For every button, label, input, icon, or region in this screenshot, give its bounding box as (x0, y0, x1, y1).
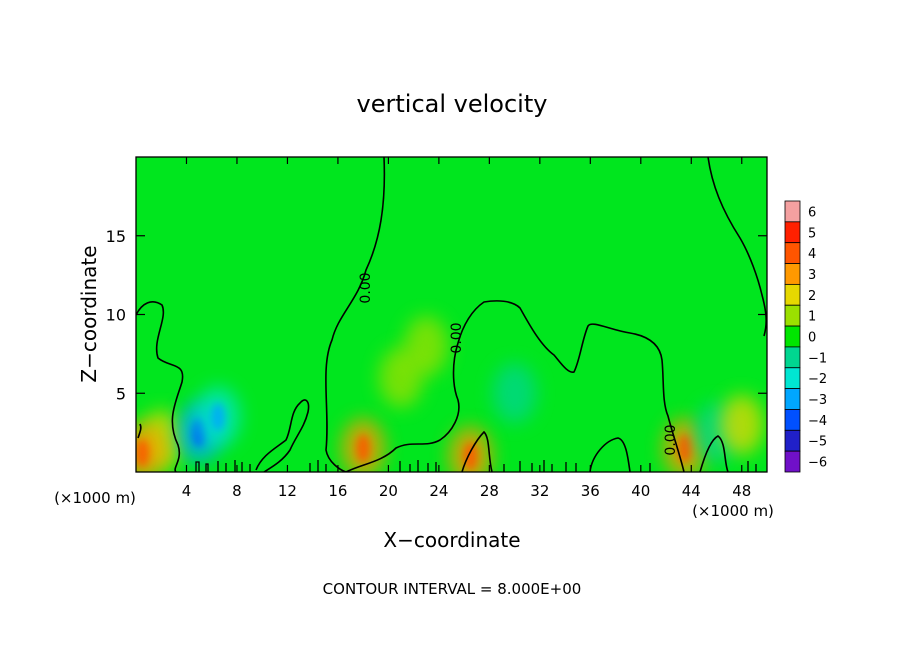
colorbar: 6 5 4 3 2 1 0 −1 −2 −3 −4 −5 −6 (784, 200, 827, 473)
x-tick-label: 24 (429, 482, 448, 500)
colorbar-label: 0 (808, 331, 816, 346)
contour-interval-note: CONTOUR INTERVAL = 8.000E+00 (323, 580, 582, 598)
colorbar-label: 3 (808, 268, 816, 283)
x-tick-label: 4 (182, 482, 192, 500)
colorbar-label: −5 (808, 435, 827, 450)
small-contour-c (589, 437, 631, 472)
colorbar-swatch (784, 283, 801, 306)
colorbar-label: −6 (808, 456, 827, 471)
colorbar-label: −3 (808, 393, 827, 408)
colorbar-label: 4 (808, 247, 816, 262)
colorbar-swatch (784, 242, 801, 264)
y-tick-label: 15 (106, 227, 126, 246)
x-axis-left-unit: (×1000 m) (54, 489, 136, 507)
colorbar-swatch (784, 304, 801, 327)
x-axis-right-unit: (×1000 m) (692, 502, 774, 520)
zero-contour-left (136, 301, 184, 472)
colorbar-swatch (784, 367, 801, 390)
contour-label: 0.00 (449, 322, 465, 353)
contour-label: 0.00 (663, 424, 679, 455)
colorbar-label: −2 (808, 372, 827, 387)
colorbar-swatch (784, 388, 801, 410)
colorbar-label: 5 (808, 226, 816, 241)
small-contour-d (699, 435, 729, 472)
colorbar-swatch (784, 221, 801, 244)
contour-label: 0.00 (358, 272, 374, 303)
y-axis: 5 10 15 (106, 227, 767, 403)
x-tick-label: 8 (232, 482, 242, 500)
colorbar-swatch (784, 450, 801, 473)
colorbar-label: 1 (808, 310, 816, 325)
small-contour-a (255, 399, 310, 472)
chart-title: vertical velocity (357, 90, 548, 118)
colorbar-swatch (784, 325, 801, 348)
x-tick-label: 28 (480, 482, 499, 500)
colorbar-swatch (784, 429, 801, 452)
x-tick-label: 36 (581, 482, 600, 500)
contour-labels: 0.00 0.00 0.00 (358, 272, 679, 455)
colorbar-swatch (784, 263, 801, 285)
colorbar-label: −4 (808, 414, 827, 429)
velocity-field (136, 316, 764, 472)
x-tick-label: 48 (732, 482, 751, 500)
colorbar-swatch (784, 346, 801, 369)
field-feature-core (356, 434, 371, 463)
field-feature-core (463, 442, 478, 471)
colorbar-label: −1 (808, 351, 827, 366)
field-feature (404, 316, 449, 376)
field-feature-core (677, 434, 692, 463)
x-axis-label: X−coordinate (383, 528, 520, 552)
y-tick-label: 5 (116, 384, 126, 403)
field-feature-core (211, 402, 226, 431)
colorbar-swatch (784, 409, 801, 431)
field-feature (719, 394, 764, 455)
plot-area (136, 157, 767, 472)
x-axis: 4 8 12 16 20 24 28 32 36 40 44 48 (182, 157, 751, 500)
zero-contour-mid-a (345, 300, 685, 472)
y-axis-label: Z−coordinate (77, 245, 101, 382)
field-feature-core (136, 439, 150, 468)
x-tick-label: 32 (530, 482, 549, 500)
y-tick-label: 10 (106, 306, 126, 325)
x-tick-label: 12 (278, 482, 297, 500)
ground-contour-blips (195, 460, 757, 472)
colorbar-swatch (784, 200, 801, 223)
colorbar-label: 6 (808, 205, 816, 220)
field-feature (492, 363, 537, 424)
x-tick-label: 20 (379, 482, 398, 500)
x-tick-label: 16 (328, 482, 347, 500)
x-tick-label: 40 (631, 482, 650, 500)
x-tick-label: 44 (682, 482, 701, 500)
colorbar-label: 2 (808, 289, 816, 304)
small-contour-b (461, 430, 493, 472)
zero-contour-center (325, 157, 386, 472)
small-contour-e (137, 423, 142, 439)
